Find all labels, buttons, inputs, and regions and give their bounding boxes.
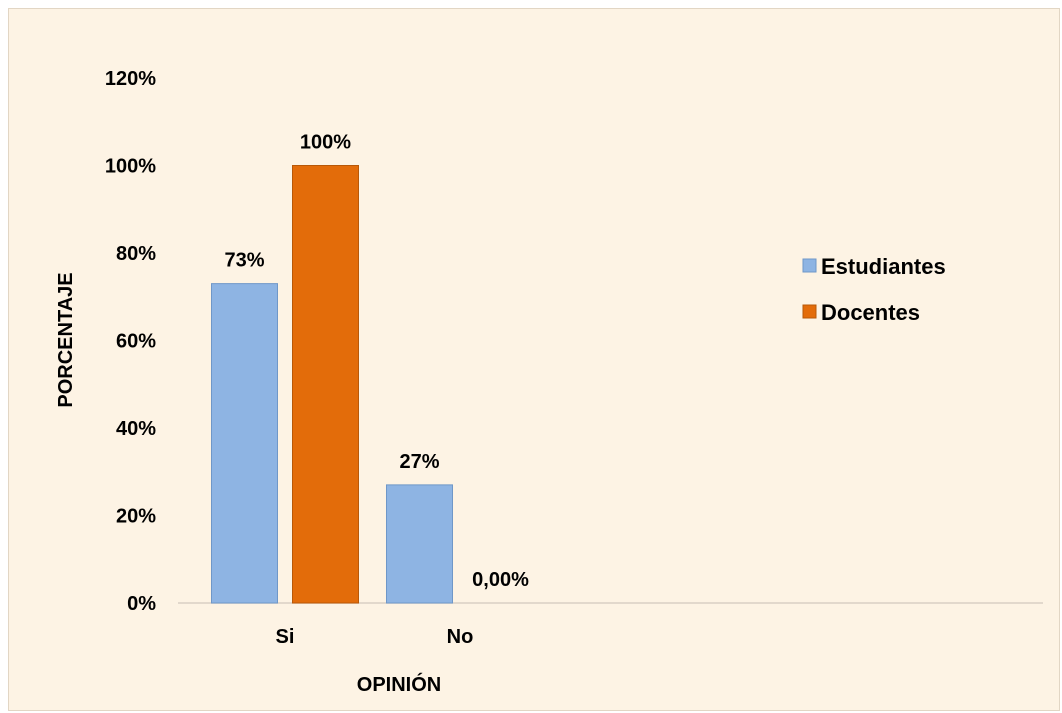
- x-tick-label: No: [447, 626, 474, 648]
- data-labels: 73% 100% 27% 0,00%: [224, 132, 529, 592]
- legend-swatch: [802, 304, 817, 319]
- y-axis-title: PORCENTAJE: [55, 272, 77, 407]
- data-label: 100%: [300, 132, 351, 154]
- y-axis-ticks: 0% 20% 40% 60% 80% 100% 120%: [105, 68, 156, 615]
- data-label: 27%: [399, 451, 439, 473]
- y-tick-label: 20%: [116, 506, 156, 528]
- bar-estudiantes-si: [211, 283, 278, 604]
- bars: [211, 165, 453, 604]
- legend-swatch: [802, 258, 817, 273]
- legend-item: Docentes: [802, 300, 920, 325]
- legend-item: Estudiantes: [802, 254, 946, 279]
- data-label: 0,00%: [472, 569, 529, 591]
- bar-docentes-si: [292, 165, 359, 604]
- bar-estudiantes-no: [386, 484, 453, 604]
- y-tick-label: 80%: [116, 243, 156, 265]
- data-label: 73%: [224, 250, 264, 272]
- y-tick-label: 60%: [116, 331, 156, 353]
- legend: Estudiantes Docentes: [802, 254, 946, 325]
- y-tick-label: 120%: [105, 68, 156, 90]
- legend-label: Docentes: [821, 300, 920, 325]
- x-tick-label: Si: [276, 626, 295, 648]
- legend-label: Estudiantes: [821, 254, 946, 279]
- x-axis-ticks: Si No: [276, 626, 474, 648]
- y-tick-label: 100%: [105, 156, 156, 178]
- y-tick-label: 40%: [116, 418, 156, 440]
- chart-area: [8, 8, 1060, 711]
- y-tick-label: 0%: [127, 593, 156, 615]
- x-axis-title: OPINIÓN: [357, 672, 441, 696]
